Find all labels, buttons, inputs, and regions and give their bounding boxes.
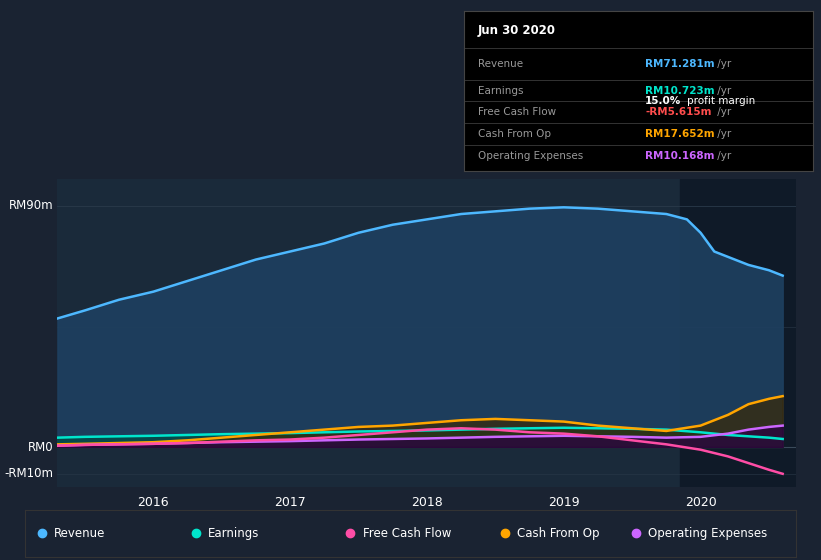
Text: RM90m: RM90m	[9, 199, 54, 212]
Text: /yr: /yr	[714, 107, 732, 116]
Text: RM71.281m: RM71.281m	[645, 59, 715, 69]
Text: Cash From Op: Cash From Op	[517, 527, 599, 540]
Text: RM10.723m: RM10.723m	[645, 86, 715, 96]
Text: Earnings: Earnings	[209, 527, 259, 540]
Text: -RM10m: -RM10m	[5, 467, 54, 480]
Text: RM0: RM0	[28, 441, 54, 454]
Text: Jun 30 2020: Jun 30 2020	[478, 24, 556, 37]
Text: Operating Expenses: Operating Expenses	[478, 151, 583, 161]
Text: Revenue: Revenue	[54, 527, 105, 540]
Text: Cash From Op: Cash From Op	[478, 129, 551, 139]
Text: RM17.652m: RM17.652m	[645, 129, 715, 139]
Text: /yr: /yr	[714, 59, 732, 69]
Text: RM10.168m: RM10.168m	[645, 151, 715, 161]
Text: profit margin: profit margin	[687, 96, 755, 106]
Text: Free Cash Flow: Free Cash Flow	[478, 107, 556, 116]
Text: /yr: /yr	[714, 129, 732, 139]
Text: 15.0%: 15.0%	[645, 96, 681, 106]
Bar	[680, 179, 796, 487]
Text: Free Cash Flow: Free Cash Flow	[363, 527, 451, 540]
Text: /yr: /yr	[714, 151, 732, 161]
Text: -RM5.615m: -RM5.615m	[645, 107, 712, 116]
Text: Earnings: Earnings	[478, 86, 523, 96]
Text: /yr: /yr	[714, 86, 732, 96]
Text: Revenue: Revenue	[478, 59, 523, 69]
Text: Operating Expenses: Operating Expenses	[649, 527, 768, 540]
